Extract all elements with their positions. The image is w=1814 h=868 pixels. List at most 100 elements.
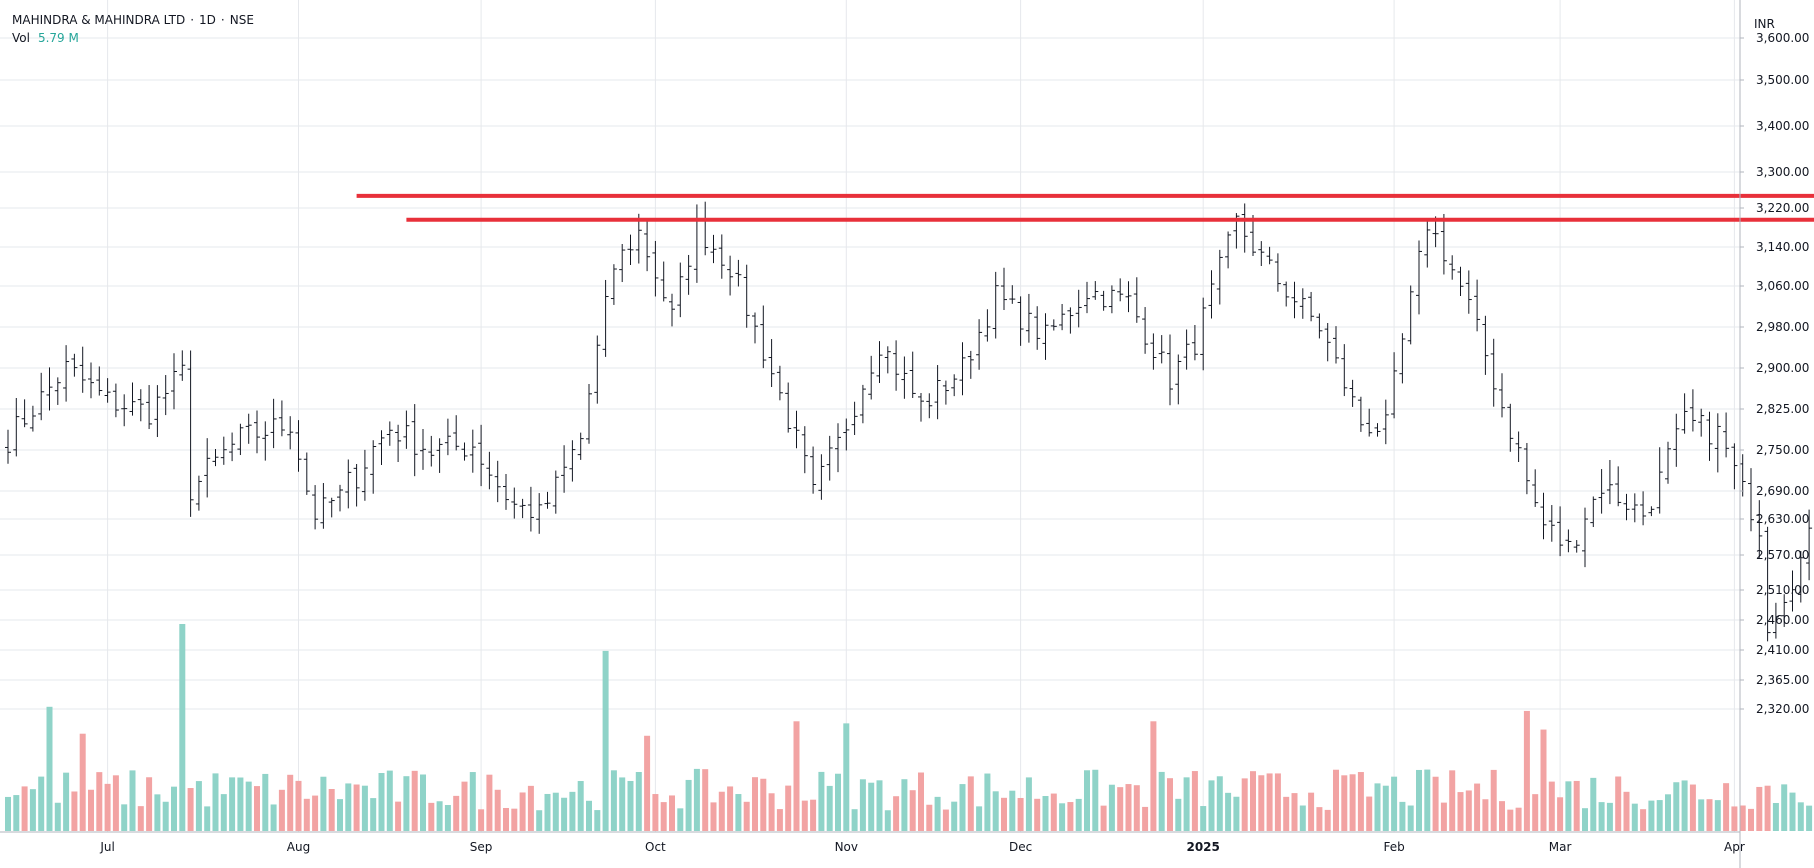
ohlc-bar bbox=[129, 382, 136, 416]
ohlc-bar bbox=[959, 342, 966, 396]
ohlc-bar bbox=[1100, 290, 1107, 311]
ohlc-bar bbox=[1532, 469, 1539, 507]
ohlc-bar bbox=[552, 470, 559, 514]
ohlc-bar bbox=[303, 452, 310, 495]
ohlc-bar bbox=[287, 416, 294, 450]
volume-bar bbox=[735, 794, 742, 831]
volume-bar bbox=[544, 793, 551, 831]
time-tick-label: Dec bbox=[1009, 840, 1032, 854]
volume-bar bbox=[619, 777, 626, 831]
ohlc-bar bbox=[835, 423, 841, 473]
ohlc-bar bbox=[1308, 291, 1315, 322]
time-axis[interactable]: JulAugSepOctNovDec2025FebMarAprMayJunJul… bbox=[99, 840, 1814, 854]
volume-bar bbox=[1017, 797, 1024, 831]
ohlc-bar bbox=[486, 451, 493, 490]
ohlc-bar bbox=[1283, 281, 1290, 307]
volume-label: Vol bbox=[12, 31, 30, 45]
volume-bar bbox=[569, 791, 576, 831]
price-tick-label: 3,400.00 bbox=[1756, 119, 1809, 133]
volume-bar bbox=[187, 788, 194, 831]
ohlc-bar bbox=[901, 356, 908, 399]
volume-bar bbox=[1457, 792, 1464, 831]
volume-bar bbox=[1714, 800, 1721, 831]
volume-bar bbox=[403, 776, 410, 831]
volume-bar bbox=[536, 810, 543, 831]
ohlc-bar bbox=[395, 424, 402, 463]
symbol-row[interactable]: MAHINDRA & MAHINDRA LTD · 1D · NSE bbox=[12, 11, 254, 29]
volume-bar bbox=[527, 785, 534, 831]
volume-bar bbox=[295, 780, 302, 831]
volume-bar bbox=[386, 770, 393, 831]
ohlc-bar bbox=[776, 365, 783, 401]
ohlc-bar bbox=[1748, 468, 1754, 532]
volume-bar bbox=[1291, 793, 1298, 831]
ohlc-bar bbox=[942, 380, 949, 405]
ohlc-bar bbox=[635, 213, 642, 264]
price-tick-label: 3,600.00 bbox=[1756, 31, 1809, 45]
ohlc-bar bbox=[984, 309, 991, 342]
volume-bar bbox=[1025, 777, 1032, 831]
volume-bar bbox=[1806, 805, 1813, 831]
ohlc-bar bbox=[195, 475, 202, 511]
volume-bar bbox=[1225, 792, 1232, 831]
volume-bar bbox=[1125, 784, 1132, 831]
volume-bar bbox=[1449, 770, 1456, 831]
horizontal-levels-layer[interactable] bbox=[356, 193, 1814, 222]
volume-bar bbox=[1482, 799, 1489, 831]
price-tick-label: 3,220.00 bbox=[1756, 201, 1809, 215]
volume-bar bbox=[195, 781, 202, 831]
ohlc-bar bbox=[1416, 240, 1422, 315]
ohlc-bar bbox=[54, 377, 61, 405]
volume-bar bbox=[420, 774, 426, 831]
volume-bar bbox=[810, 799, 817, 831]
ohlc-bar bbox=[237, 423, 244, 456]
ohlc-bar bbox=[1025, 293, 1032, 343]
ohlc-bar bbox=[1366, 408, 1373, 437]
volume-bar bbox=[1723, 783, 1730, 831]
volume-bar bbox=[1133, 785, 1140, 831]
time-tick-label: Aug bbox=[287, 840, 310, 854]
ohlc-bar bbox=[1623, 493, 1630, 521]
ohlc-bar bbox=[212, 449, 219, 467]
ohlc-bar bbox=[1764, 526, 1771, 642]
volume-bar bbox=[1681, 780, 1688, 831]
price-axis[interactable]: INR 3,600.00 3,500.00 3,400.00 3,300.00 3,22… bbox=[1740, 17, 1809, 716]
ohlc-bar bbox=[1499, 373, 1505, 418]
ohlc-bar bbox=[1391, 352, 1398, 419]
grid-layer bbox=[0, 0, 1740, 832]
ohlc-bar bbox=[345, 459, 352, 509]
volume-bar bbox=[88, 789, 94, 831]
ohlc-bar bbox=[494, 460, 501, 503]
volume-bar bbox=[1050, 793, 1057, 831]
ohlc-bar bbox=[1216, 249, 1223, 305]
ohlc-bar bbox=[735, 259, 742, 287]
ohlc-bar bbox=[1523, 442, 1530, 495]
ohlc-bar bbox=[1341, 344, 1348, 397]
ohlc-bar bbox=[453, 415, 460, 451]
ohlc-bar bbox=[1573, 540, 1580, 553]
volume-bar bbox=[1150, 721, 1157, 831]
volume-bar bbox=[112, 775, 119, 831]
volume-bar bbox=[1216, 776, 1223, 831]
interval-label: 1D bbox=[199, 13, 216, 27]
ohlc-bar bbox=[1258, 241, 1265, 267]
ohlc-bar bbox=[1299, 288, 1306, 319]
ohlc-bar bbox=[1191, 325, 1198, 361]
volume-bar bbox=[934, 796, 941, 831]
volume-bar bbox=[1748, 808, 1754, 831]
ohlc-bar bbox=[1250, 215, 1256, 256]
ohlc-bar bbox=[1291, 281, 1298, 319]
ohlc-bar bbox=[934, 365, 941, 420]
volume-bar bbox=[785, 785, 792, 831]
volume-bar bbox=[486, 774, 493, 831]
ohlc-bar bbox=[693, 204, 700, 283]
volume-bar bbox=[461, 781, 468, 831]
volume-bar bbox=[1167, 778, 1173, 831]
ohlc-bar bbox=[328, 497, 335, 518]
volume-bar bbox=[727, 786, 734, 831]
volume-bar bbox=[1764, 785, 1771, 831]
volume-bar bbox=[918, 772, 924, 831]
ohlc-bar bbox=[909, 351, 916, 398]
